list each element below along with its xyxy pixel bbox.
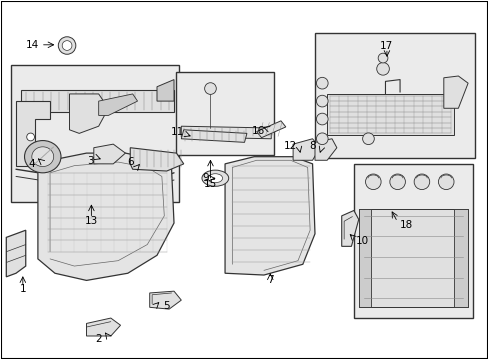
Circle shape (316, 133, 327, 145)
Circle shape (62, 41, 72, 50)
Circle shape (377, 53, 387, 63)
Text: 3: 3 (87, 156, 94, 166)
Text: 10: 10 (355, 236, 368, 246)
Polygon shape (341, 211, 358, 246)
Ellipse shape (32, 147, 54, 167)
Text: 15: 15 (203, 179, 217, 189)
Circle shape (58, 37, 76, 54)
Polygon shape (256, 121, 285, 138)
Bar (176, 72, 273, 155)
Polygon shape (94, 144, 125, 164)
Polygon shape (181, 126, 271, 139)
Text: 2: 2 (95, 333, 102, 343)
Text: 18: 18 (399, 220, 412, 230)
Circle shape (316, 95, 327, 107)
Text: 17: 17 (380, 41, 393, 50)
Text: 6: 6 (127, 157, 133, 167)
Circle shape (27, 151, 35, 159)
Ellipse shape (24, 140, 61, 173)
Polygon shape (130, 148, 183, 171)
Circle shape (438, 174, 453, 190)
Text: 16: 16 (251, 126, 264, 136)
Ellipse shape (202, 170, 228, 186)
Ellipse shape (207, 174, 222, 183)
Polygon shape (6, 230, 26, 277)
Polygon shape (292, 139, 319, 160)
Text: 7: 7 (266, 275, 273, 285)
Text: 9: 9 (202, 173, 208, 183)
Circle shape (316, 77, 327, 89)
Polygon shape (326, 94, 452, 135)
Text: 12: 12 (284, 141, 297, 151)
Polygon shape (157, 80, 174, 101)
Polygon shape (314, 139, 336, 160)
Polygon shape (224, 157, 314, 275)
Polygon shape (21, 90, 174, 112)
Polygon shape (99, 94, 137, 116)
Polygon shape (358, 209, 370, 307)
Circle shape (413, 174, 429, 190)
Text: 4: 4 (29, 159, 35, 169)
Polygon shape (69, 94, 108, 134)
Text: 13: 13 (84, 216, 98, 226)
Circle shape (27, 133, 35, 141)
Text: 8: 8 (308, 141, 315, 151)
Polygon shape (452, 209, 467, 307)
Polygon shape (16, 101, 50, 166)
Polygon shape (181, 130, 246, 142)
Bar (11, 65, 179, 202)
Bar (353, 164, 472, 318)
Circle shape (389, 174, 405, 190)
Text: 1: 1 (20, 284, 26, 294)
Polygon shape (86, 318, 121, 336)
Polygon shape (443, 76, 467, 108)
Circle shape (362, 133, 373, 145)
Polygon shape (38, 153, 174, 280)
Polygon shape (149, 291, 181, 309)
Circle shape (365, 174, 380, 190)
Circle shape (316, 113, 327, 125)
Text: 5: 5 (163, 301, 170, 311)
Bar (314, 33, 474, 158)
Text: 11: 11 (170, 127, 183, 136)
Polygon shape (358, 209, 467, 307)
Circle shape (376, 63, 388, 75)
Circle shape (204, 83, 216, 94)
Text: 14: 14 (25, 40, 39, 50)
